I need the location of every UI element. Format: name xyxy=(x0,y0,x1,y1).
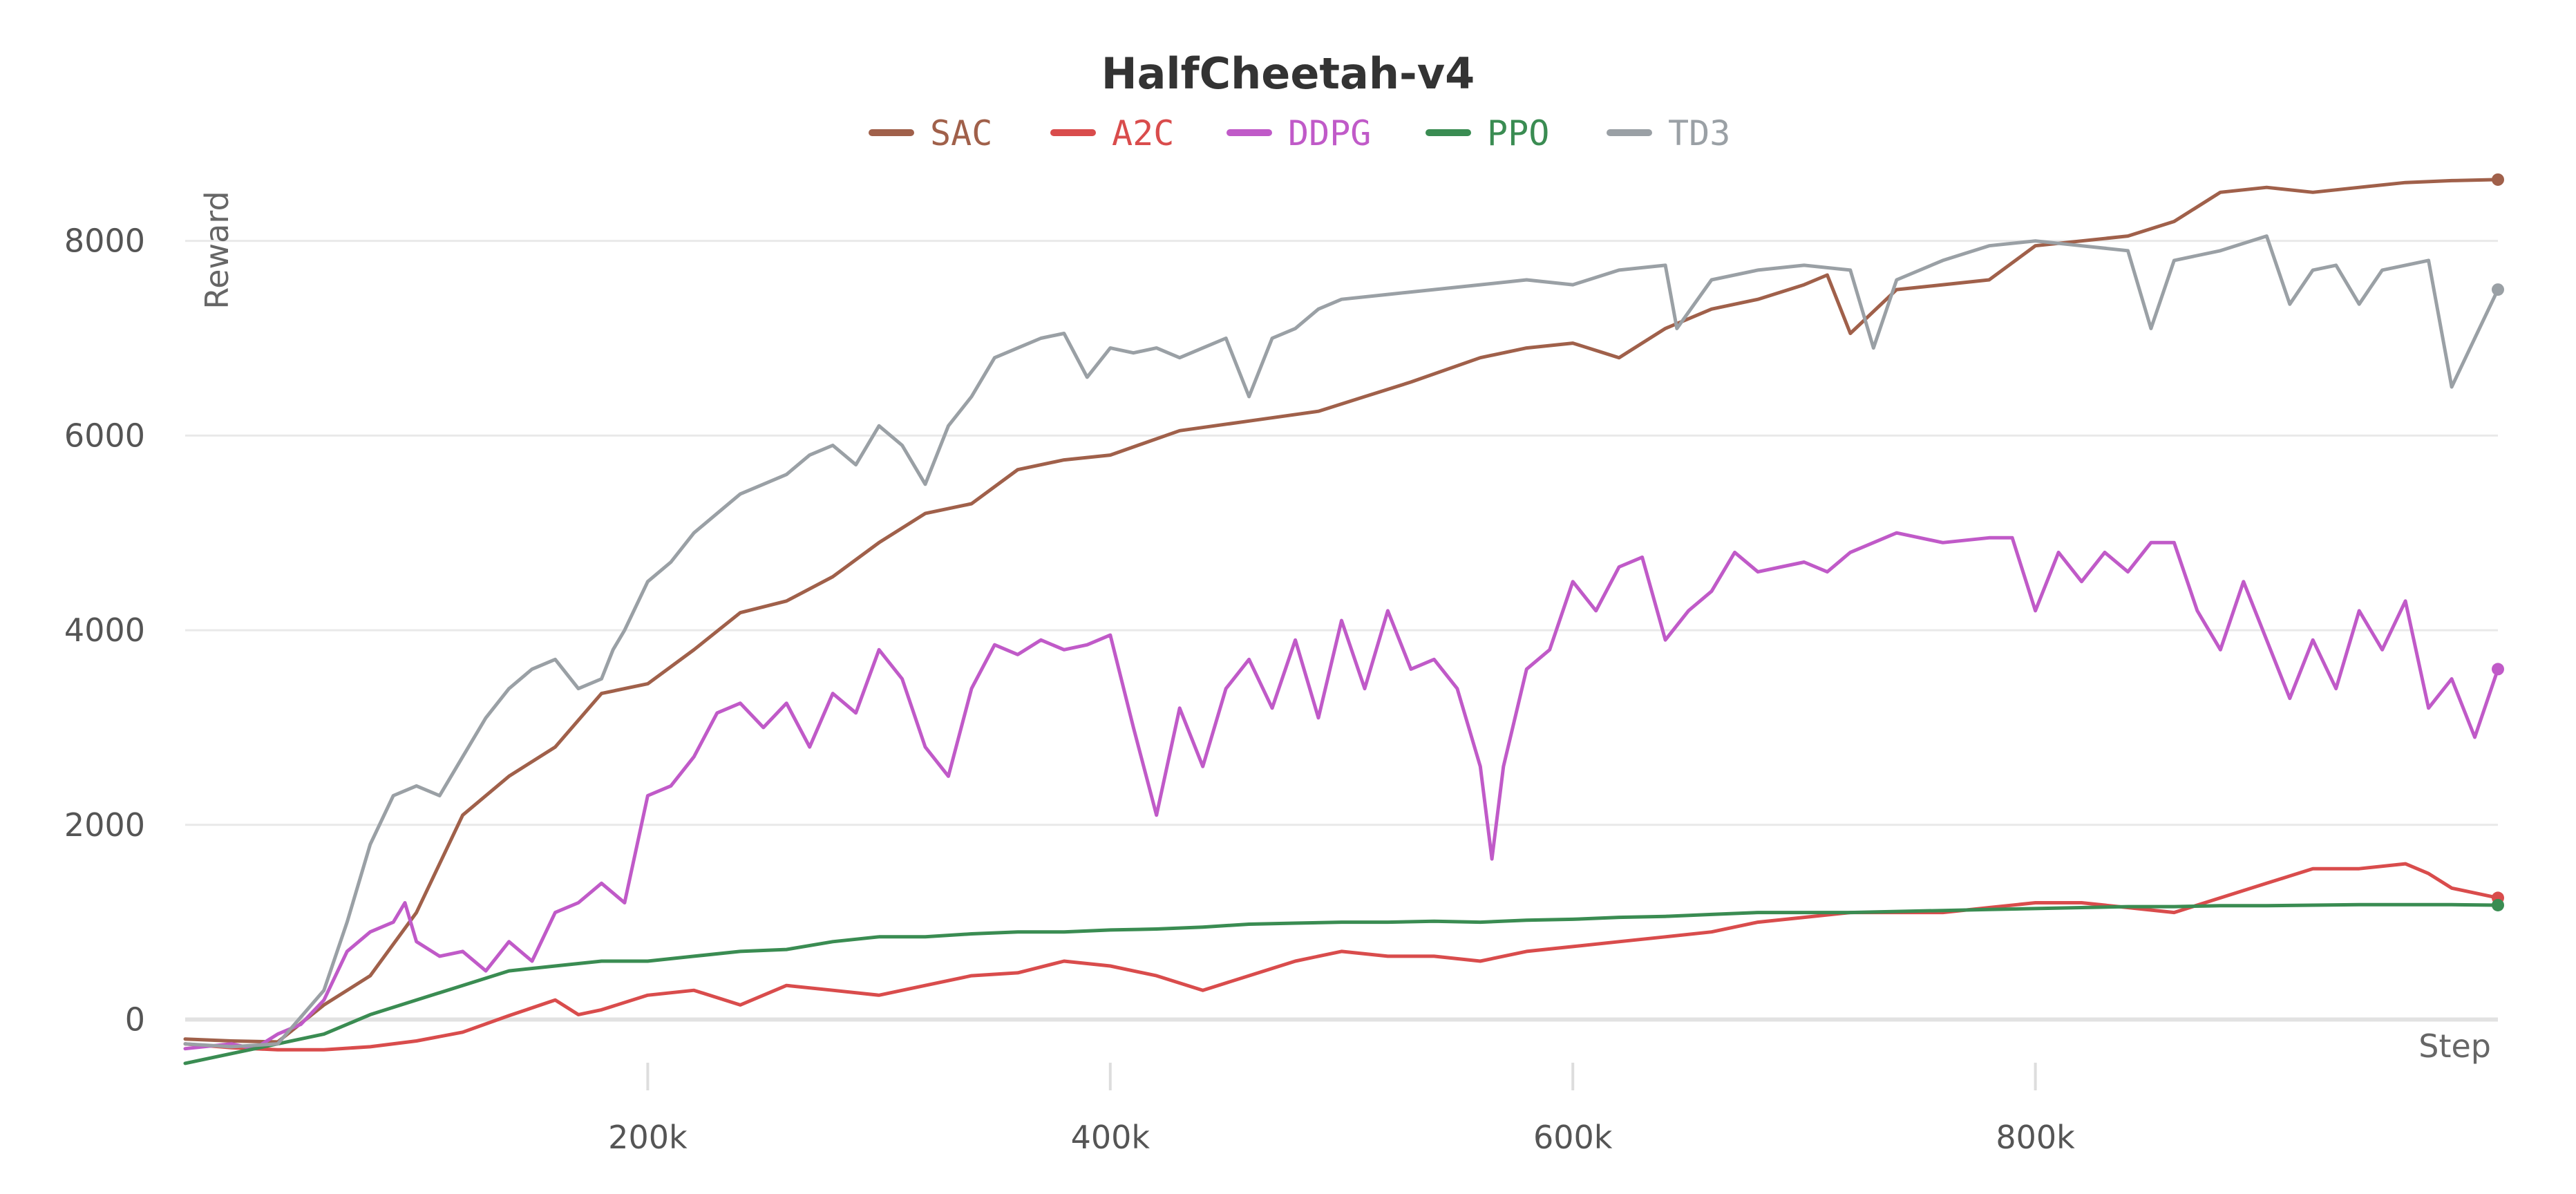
y-tick-label: 2000 xyxy=(64,806,145,844)
y-tick-label: 8000 xyxy=(64,222,145,260)
x-axis-label: Step xyxy=(2418,1027,2491,1065)
x-tick-label: 400k xyxy=(1071,1119,1150,1156)
series-line-sac xyxy=(183,178,2500,1044)
series-end-point-ddpg xyxy=(2492,663,2504,676)
legend-item-ppo[interactable]: PPO xyxy=(1426,113,1549,153)
legend-label: SAC xyxy=(930,113,992,153)
legend-label: PPO xyxy=(1487,113,1549,153)
series-line-td3 xyxy=(183,234,2500,1049)
series-end-point-ppo xyxy=(2492,898,2504,911)
y-tick-label: 0 xyxy=(125,1001,145,1038)
legend-label: A2C xyxy=(1112,113,1174,153)
y-tick-label: 4000 xyxy=(64,612,145,649)
series-line-a2c xyxy=(183,862,2500,1052)
x-tick-label: 800k xyxy=(1996,1119,2075,1156)
legend-item-a2c[interactable]: A2C xyxy=(1050,113,1174,153)
x-tick-label: 200k xyxy=(608,1119,688,1156)
legend-item-ddpg[interactable]: DDPG xyxy=(1227,113,1371,153)
series-line-ppo xyxy=(183,902,2500,1065)
legend: SAC A2C DDPG PPO TD3 xyxy=(869,113,1730,153)
series-line-ddpg xyxy=(183,531,2500,1051)
y-axis-label: Reward xyxy=(198,191,236,309)
series-end-point-sac xyxy=(2492,173,2504,186)
legend-item-sac[interactable]: SAC xyxy=(869,113,992,153)
series-end-point-td3 xyxy=(2492,283,2504,296)
chart-title: HalfCheetah-v4 xyxy=(1101,48,1475,99)
x-tick-label: 600k xyxy=(1533,1119,1613,1156)
y-tick-label: 6000 xyxy=(64,417,145,454)
legend-item-td3[interactable]: TD3 xyxy=(1607,113,1730,153)
legend-label: TD3 xyxy=(1668,113,1730,153)
legend-label: DDPG xyxy=(1288,113,1371,153)
